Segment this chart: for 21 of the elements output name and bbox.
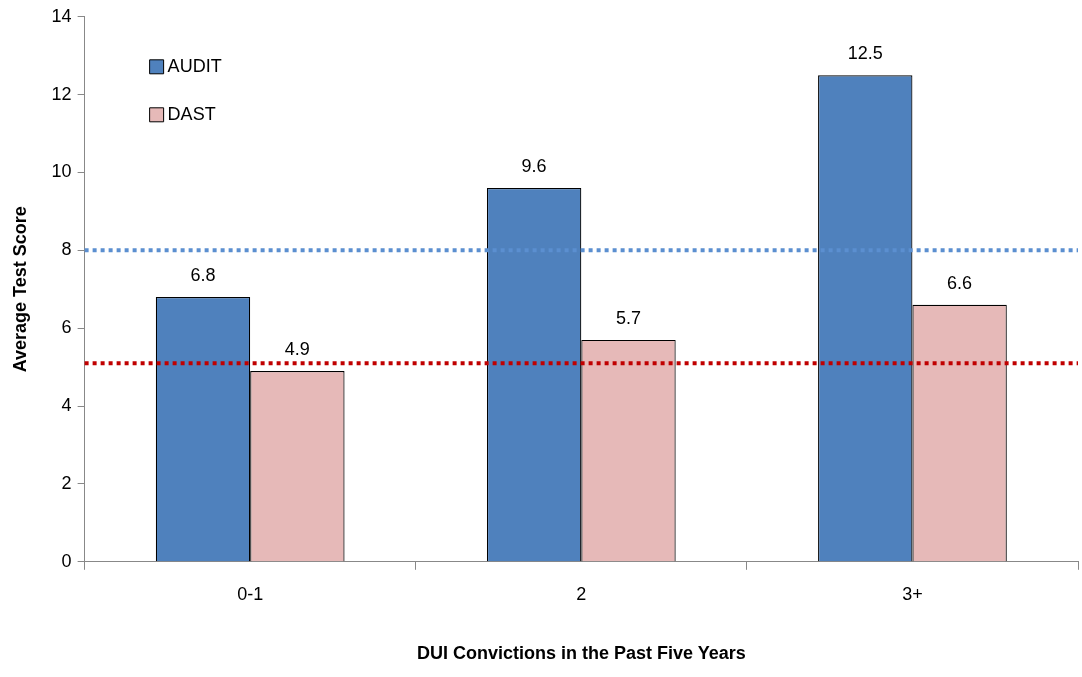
y-tick-label: 2: [61, 472, 72, 493]
y-axis-title: Average Test Score: [9, 206, 30, 373]
y-tick-label: 6: [61, 317, 72, 338]
x-tick-label: 3+: [902, 583, 923, 604]
y-tick-label: 8: [61, 239, 72, 260]
data-label: 6.8: [190, 265, 216, 286]
data-label: 4.9: [284, 339, 310, 360]
data-label: 9.6: [521, 156, 547, 177]
data-label: 6.6: [947, 272, 973, 293]
data-label: 12.5: [847, 43, 883, 64]
y-tick-label: 0: [61, 550, 72, 571]
y-tick-label: 12: [51, 83, 72, 104]
legend-label: AUDIT: [167, 55, 222, 76]
x-tick-label: 0-1: [237, 583, 264, 604]
legend-label: DAST: [167, 103, 216, 124]
y-tick-label: 14: [51, 5, 72, 26]
x-axis-title: DUI Convictions in the Past Five Years: [416, 643, 746, 664]
data-label: 5.7: [615, 307, 642, 328]
x-tick-label: 2: [576, 583, 587, 604]
y-tick-label: 10: [51, 161, 72, 182]
y-tick-label: 4: [61, 395, 72, 416]
